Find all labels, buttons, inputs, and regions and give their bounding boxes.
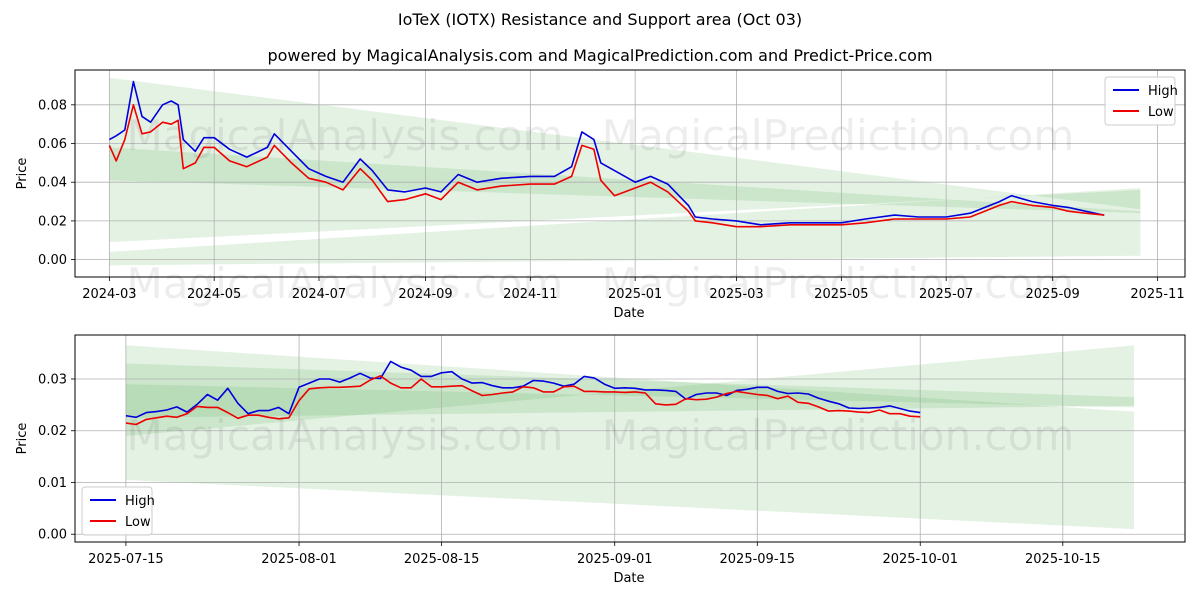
watermark-analysis-2: MagicalAnalysis.com — [127, 259, 564, 308]
x-tick-label: 2025-09 — [1026, 287, 1080, 302]
y-tick-label: 0.02 — [38, 214, 67, 229]
legend-label-high: High — [125, 494, 155, 509]
y-tick-label: 0.03 — [38, 372, 67, 387]
x-axis-label: Date — [613, 306, 644, 321]
x-tick-label: 2024-03 — [82, 287, 136, 302]
overview-chart: MagicalAnalysis.com MagicalPrediction.com… — [15, 69, 1186, 321]
band-group — [109, 77, 1141, 266]
series-line-high — [109, 80, 1105, 226]
x-tick-label: 2025-10-15 — [1025, 552, 1101, 567]
x-tick-label: 2024-09 — [398, 287, 452, 302]
watermark-analysis: MagicalAnalysis.com — [127, 411, 564, 460]
x-tick-label: 2025-08-15 — [404, 552, 480, 567]
watermark-prediction: MagicalPrediction.com — [602, 111, 1075, 160]
recent-chart: MagicalAnalysis.com MagicalPrediction.com… — [15, 334, 1186, 586]
y-axis-label: Price — [15, 158, 30, 190]
x-tick-label: 2025-11 — [1130, 287, 1184, 302]
y-tick-label: 0.00 — [38, 528, 67, 543]
support-resistance-band-3 — [109, 188, 1141, 266]
legend: High Low — [81, 486, 155, 536]
x-axis-label: Date — [613, 571, 644, 586]
x-tick-label: 2025-08-01 — [261, 552, 337, 567]
support-resistance-band-2 — [109, 147, 1141, 214]
x-tick-label: 2025-09-15 — [720, 552, 796, 567]
series-line-low — [125, 375, 921, 426]
x-tick-label: 2025-05 — [814, 287, 868, 302]
x-tick-label: 2024-07 — [292, 287, 346, 302]
support-resistance-band-1 — [109, 77, 1141, 243]
x-tick-label: 2024-05 — [187, 287, 241, 302]
axes-frame — [74, 69, 1186, 278]
chart-title: IoTeX (IOTX) Resistance and Support area… — [397, 10, 803, 29]
y-tick-label: 0.04 — [38, 176, 67, 191]
x-tick-label: 2024-11 — [503, 287, 557, 302]
y-tick-label: 0.08 — [38, 98, 67, 113]
axes-frame — [74, 334, 1186, 543]
legend-label-high: High — [1148, 84, 1178, 99]
grid-group — [75, 335, 1185, 542]
watermark-prediction-2: MagicalPrediction.com — [602, 259, 1075, 308]
chart-subtitle: powered by MagicalAnalysis.com and Magic… — [267, 46, 933, 65]
x-tick-label: 2025-01 — [608, 287, 662, 302]
y-tick-label: 0.00 — [38, 253, 67, 268]
watermark-prediction: MagicalPrediction.com — [602, 411, 1075, 460]
x-tick-label: 2025-10-01 — [882, 552, 958, 567]
grid-group — [75, 70, 1185, 277]
y-tick-label: 0.06 — [38, 137, 67, 152]
y-tick-label: 0.02 — [38, 424, 67, 439]
support-resistance-band-1 — [125, 345, 1135, 530]
series-line-low — [108, 104, 1105, 228]
x-tick-label: 2025-07-15 — [88, 552, 164, 567]
y-tick-label: 0.01 — [38, 476, 67, 491]
x-tick-label: 2025-09-01 — [577, 552, 653, 567]
legend-label-low: Low — [1148, 105, 1174, 120]
legend: High Low — [1104, 76, 1178, 126]
x-tick-label: 2025-03 — [709, 287, 763, 302]
support-resistance-band-3 — [125, 345, 1135, 436]
series-group — [108, 80, 1105, 228]
series-group — [125, 360, 921, 426]
legend-label-low: Low — [125, 515, 151, 530]
y-axis-label: Price — [15, 423, 30, 455]
watermark-analysis: MagicalAnalysis.com — [127, 111, 564, 160]
band-group — [125, 345, 1135, 530]
x-tick-label: 2025-07 — [919, 287, 973, 302]
